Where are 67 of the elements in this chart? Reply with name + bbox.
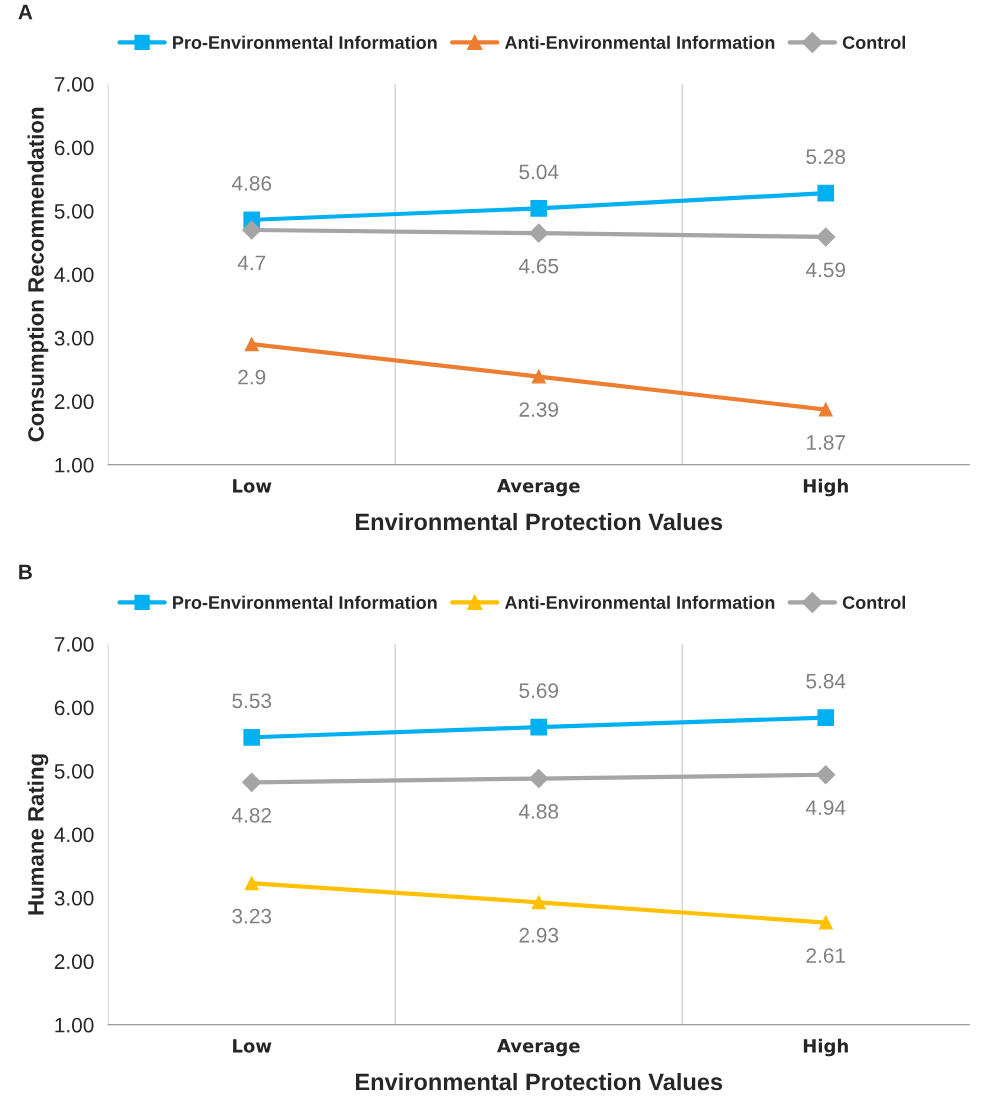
data-label: 5.84 xyxy=(806,673,846,689)
point xyxy=(818,915,833,930)
y-tick-label: 4.00 xyxy=(54,267,94,283)
legend-label: Pro-Environmental Information xyxy=(173,35,437,49)
point xyxy=(244,876,259,891)
data-label: 3.23 xyxy=(232,908,272,924)
point xyxy=(243,728,261,746)
point xyxy=(530,718,548,736)
point xyxy=(529,223,549,243)
data-label: 4.59 xyxy=(805,262,846,278)
x-tick-label: Low xyxy=(233,1039,272,1053)
data-label: 5.53 xyxy=(232,693,272,709)
point xyxy=(529,769,549,789)
point xyxy=(242,220,262,240)
data-label: 2.93 xyxy=(519,927,559,943)
y-tick-label: 7.00 xyxy=(54,77,94,92)
y-tick-label: 3.00 xyxy=(54,330,94,346)
x-tick-label: High xyxy=(803,478,848,497)
data-label: 1.87 xyxy=(807,435,845,450)
data-label: 2.9 xyxy=(238,369,266,385)
y-tick-label: 1.00 xyxy=(55,1017,94,1033)
y-tick-label: 1.00 xyxy=(55,457,94,473)
data-label: 4.88 xyxy=(518,804,559,819)
legend-label: Control xyxy=(842,35,906,49)
legend-label: Anti-Environmental Information xyxy=(504,595,775,609)
chart-title: B xyxy=(19,564,32,580)
point xyxy=(530,200,548,217)
point xyxy=(817,184,835,202)
x-tick-label: Low xyxy=(233,479,272,493)
point xyxy=(531,895,546,910)
data-label: 5.28 xyxy=(806,149,846,165)
point xyxy=(818,402,833,417)
data-label: 2.39 xyxy=(519,402,559,417)
y-tick-label: 4.00 xyxy=(54,827,94,843)
y-tick-label: 3.00 xyxy=(54,890,94,906)
y-axis-title: Consumption Recommendation xyxy=(27,107,49,442)
x-axis-title: Environmental Protection Values xyxy=(355,512,723,531)
point xyxy=(816,765,836,785)
chart-title: A xyxy=(18,4,33,20)
data-label: 4.86 xyxy=(231,175,272,191)
data-label: 4.65 xyxy=(518,258,559,274)
legend-label: Control xyxy=(842,595,906,609)
point xyxy=(531,369,546,384)
y-tick-label: 7.00 xyxy=(54,637,94,652)
y-tick-label: 6.00 xyxy=(54,140,94,156)
data-label: 5.04 xyxy=(519,164,559,180)
x-tick-label: High xyxy=(803,1038,848,1057)
point xyxy=(244,337,259,352)
data-label: 4.7 xyxy=(237,255,266,271)
point xyxy=(817,709,835,726)
y-tick-label: 6.00 xyxy=(54,700,94,716)
data-label: 4.82 xyxy=(231,807,271,823)
y-tick-label: 5.00 xyxy=(54,203,94,219)
x-tick-label: Average xyxy=(497,479,580,497)
x-axis-title: Environmental Protection Values xyxy=(355,1072,723,1091)
legend-label: Anti-Environmental Information xyxy=(504,35,775,49)
data-label: 5.69 xyxy=(519,683,559,699)
data-label: 2.61 xyxy=(806,948,845,963)
x-tick-label: Average xyxy=(497,1039,580,1057)
legend-label: Pro-Environmental Information xyxy=(173,595,437,609)
y-tick-label: 2.00 xyxy=(54,954,94,970)
data-label: 4.94 xyxy=(805,800,846,816)
y-tick-label: 5.00 xyxy=(54,763,94,779)
point xyxy=(242,772,262,792)
y-tick-label: 2.00 xyxy=(54,394,94,410)
point xyxy=(816,227,836,247)
y-axis-title: Humane Rating xyxy=(27,754,49,915)
